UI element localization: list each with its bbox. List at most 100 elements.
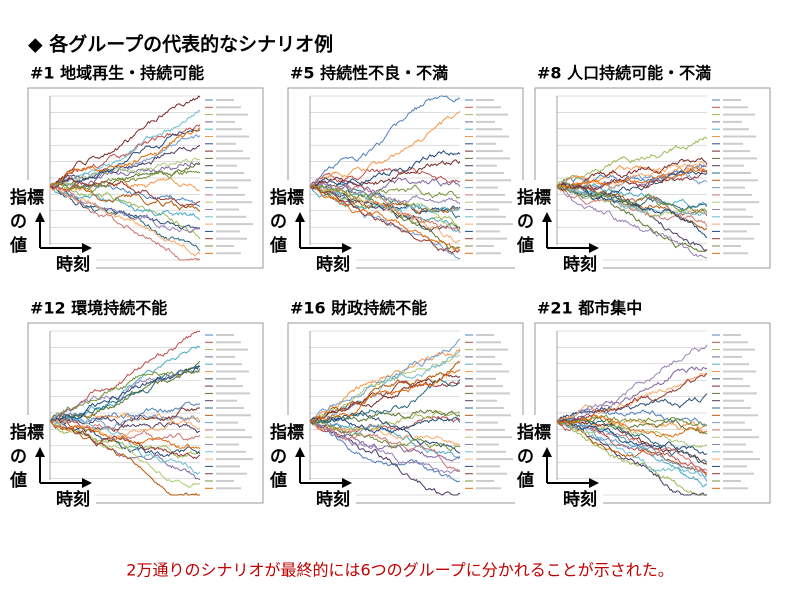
legend-text-placeholder	[216, 135, 249, 138]
panel-title: #12 環境持続不能	[30, 299, 167, 318]
legend-text-placeholder	[476, 355, 495, 358]
legend-text-placeholder	[216, 334, 234, 336]
arrow-head	[82, 478, 92, 488]
legend-text-placeholder	[723, 348, 755, 351]
arrow-head	[589, 478, 599, 488]
legend-text-placeholder	[723, 106, 748, 109]
scenario-line	[49, 417, 201, 441]
scenario-line	[309, 420, 461, 483]
panel-title: #8 人口持続可能・不満	[537, 64, 711, 83]
legend-text-placeholder	[723, 179, 758, 182]
legend-text-placeholder	[723, 252, 748, 255]
scenario-line	[309, 182, 461, 234]
arrow-head	[589, 243, 599, 253]
legend-text-placeholder	[723, 150, 750, 153]
legend-text-placeholder	[216, 120, 235, 123]
scenario-line	[556, 418, 708, 455]
scenario-line	[49, 176, 201, 192]
legend-text-placeholder	[216, 480, 234, 482]
scenario-line	[309, 420, 461, 474]
y-axis-label: 指標	[270, 422, 304, 443]
legend-text-placeholder	[723, 341, 748, 344]
scenario-line	[556, 372, 708, 424]
arrow-head	[342, 478, 352, 488]
x-axis-label: 時刻	[56, 254, 90, 275]
legend-text-placeholder	[476, 341, 501, 344]
y-axis-label: の	[270, 212, 287, 232]
scenario-line	[309, 419, 461, 462]
scenario-line	[49, 345, 201, 424]
legend-text-placeholder	[476, 421, 498, 424]
y-axis-label: 値	[516, 470, 534, 491]
scenario-line	[309, 380, 461, 425]
legend-text-placeholder	[476, 223, 513, 226]
legend-text-placeholder	[723, 215, 753, 218]
legend-text-placeholder	[476, 186, 498, 189]
scenario-line	[49, 420, 201, 460]
scenario-line	[309, 409, 461, 425]
arrow-head	[542, 447, 552, 457]
legend-text-placeholder	[476, 399, 497, 402]
scenario-line	[309, 95, 461, 187]
legend-text-placeholder	[723, 237, 754, 240]
y-axis-label: 値	[269, 470, 287, 491]
scenario-line	[309, 419, 461, 473]
scenario-line	[556, 419, 708, 496]
scenario-line	[49, 360, 201, 422]
legend-text-placeholder	[476, 245, 494, 247]
legend-text-placeholder	[723, 370, 756, 373]
arrow-head	[295, 212, 305, 222]
scenario-line	[309, 420, 461, 446]
y-axis-label: 指標	[270, 187, 304, 208]
legend-text-placeholder	[216, 215, 246, 218]
legend-text-placeholder	[216, 142, 236, 145]
legend-text-placeholder	[476, 443, 499, 446]
scenario-line	[556, 170, 708, 192]
scenario-line	[49, 414, 201, 431]
scenario-line	[49, 368, 201, 422]
legend-text-placeholder	[476, 487, 501, 490]
scenario-line	[556, 393, 708, 422]
legend-text-placeholder	[723, 157, 757, 160]
legend-text-placeholder	[723, 407, 751, 409]
scenario-line	[309, 416, 461, 454]
scenario-line	[556, 161, 708, 192]
scenario-line	[49, 162, 201, 189]
legend-text-placeholder	[476, 472, 507, 475]
scenario-line	[556, 185, 708, 227]
legend-text-placeholder	[723, 399, 744, 402]
legend-text-placeholder	[723, 450, 753, 453]
legend-text-placeholder	[216, 487, 241, 490]
legend-text-placeholder	[476, 135, 509, 138]
y-axis-label: の	[270, 447, 287, 467]
scenario-line	[49, 95, 201, 187]
scenario-line	[556, 344, 708, 424]
legend-text-placeholder	[216, 201, 252, 204]
y-axis-label: の	[10, 447, 27, 467]
legend-text-placeholder	[216, 421, 238, 424]
legend-text-placeholder	[476, 150, 503, 153]
scenario-line	[556, 185, 708, 259]
legend-text-placeholder	[476, 458, 513, 461]
scenario-line	[49, 110, 201, 187]
y-axis-label: の	[517, 212, 534, 232]
legend-text-placeholder	[476, 106, 501, 109]
legend-text-placeholder	[723, 230, 747, 233]
legend-text-placeholder	[216, 113, 248, 116]
footer-note: 2万通りのシナリオが最終的には6つのグループに分かれることが示された。	[126, 561, 673, 580]
x-axis-label: 時刻	[563, 489, 597, 510]
scenario-line	[309, 185, 461, 260]
arrow-head	[82, 243, 92, 253]
legend-text-placeholder	[216, 399, 237, 402]
legend-text-placeholder	[476, 385, 503, 388]
scenario-line	[49, 176, 201, 209]
legend-text-placeholder	[216, 377, 236, 380]
y-axis-label: 値	[9, 470, 27, 491]
legend-text-placeholder	[476, 363, 502, 366]
scenario-line	[556, 417, 708, 465]
legend-text-placeholder	[216, 392, 250, 395]
legend-text-placeholder	[723, 164, 744, 167]
